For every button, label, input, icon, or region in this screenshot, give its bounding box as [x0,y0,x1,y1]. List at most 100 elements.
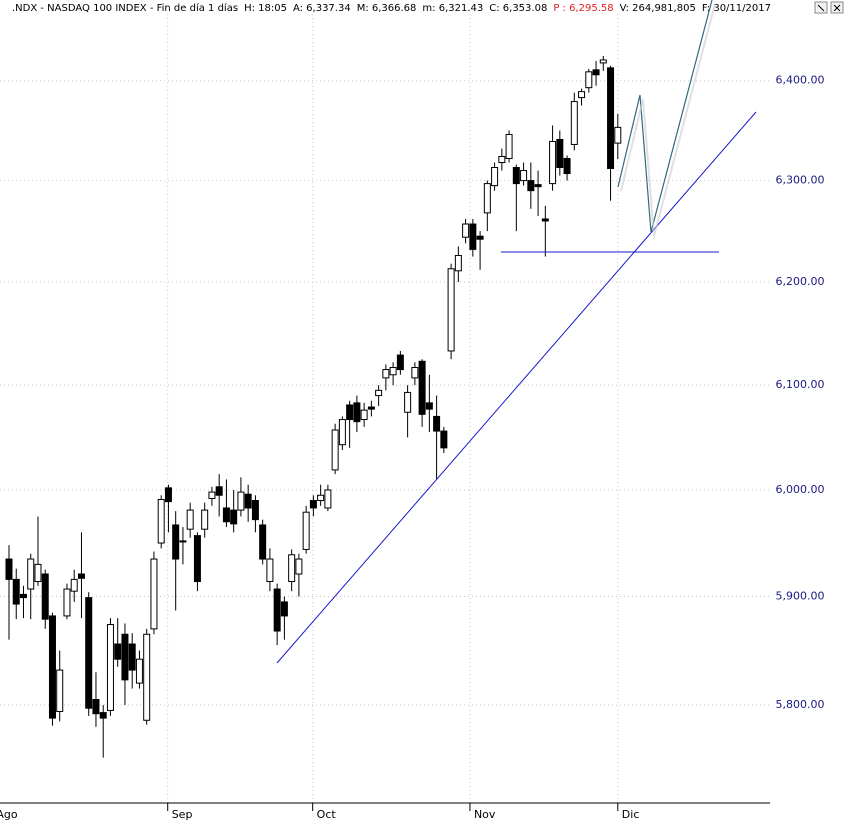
candle-body [41,573,49,620]
candle-body [570,101,578,145]
candle-body [462,223,470,238]
candle-body [27,558,35,590]
candle-body [237,491,245,511]
y-tick-label: 5,900.00 [776,590,825,603]
candle-body [186,509,194,530]
candle-body [244,493,252,509]
candle-body [433,415,441,432]
candle-body [56,669,64,713]
candle-body [534,184,542,188]
arrow-shadow [620,3,716,237]
header-item: H: 18:05 [244,3,287,14]
header-item: .NDX - NASDAQ 100 INDEX - Fin de día 1 d… [12,2,238,14]
x-tick-label: Dic [622,808,640,821]
candle-body [85,597,93,709]
y-tick-label: 6,000.00 [776,483,825,496]
candle-body [121,633,129,681]
candle-body [447,268,455,352]
candle-body [563,157,571,175]
y-tick-label: 5,800.00 [776,698,825,711]
candle-body [353,402,361,423]
candle-body [396,354,404,371]
candle-body [411,367,419,379]
candle-body [302,511,310,550]
candle-body [280,601,288,617]
drawings [276,0,757,664]
candle-body [251,500,259,521]
candle-body [34,563,42,583]
candle-body [360,409,368,421]
candle-body [99,712,107,719]
candle-body [288,554,296,583]
candle-body [512,167,520,185]
header-item: P : 6,295.58 [553,3,613,14]
candle-body [483,183,491,214]
icon [817,4,825,12]
header-item: M: 6,366.68 [357,3,417,14]
projection-arrow [617,0,713,233]
icon [833,4,841,12]
candle-body [454,255,462,272]
candle-body [491,167,499,187]
candle-body [208,491,216,499]
candles [5,56,622,758]
y-tick-label: 6,200.00 [776,275,825,288]
candle-body [527,180,535,192]
candle-body [375,389,383,397]
candle-body [469,223,477,250]
candle-body [215,486,223,496]
candle-body [556,138,564,169]
candle-body [92,698,100,715]
x-tick-label: Oct [317,808,337,821]
candle-body [382,369,390,379]
candle-body [201,509,209,530]
candle-body [157,498,165,544]
candle-body [128,643,136,671]
x-tick-label: Sep [172,808,193,821]
candle-body [520,170,528,182]
y-tick-label: 6,100.00 [776,378,825,391]
candle-body [404,391,412,413]
candle-body [193,535,201,583]
candle-body [143,633,151,721]
candle-body [607,67,615,170]
candle-body [77,573,85,579]
candle-body [599,59,607,64]
candle-body [295,558,303,575]
candle-body [70,578,78,592]
candle-body [331,429,339,471]
y-tick-label: 6,400.00 [776,74,825,87]
candle-body [324,489,332,509]
candle-body [498,155,506,163]
candle-body [63,588,71,617]
header-item: m: 6,321.43 [422,3,483,14]
candle-body [5,558,13,580]
candle-body [222,507,230,523]
grid [0,14,770,803]
candle-body [48,615,56,719]
candle-body [266,558,274,583]
candle-body [273,588,281,632]
candle-body [418,360,426,415]
candle-body [614,126,622,144]
candle-body [592,69,600,76]
trend-line [276,111,757,664]
y-tick-label: 6,300.00 [776,174,825,187]
header-item: C: 6,353.08 [489,3,547,14]
candle-body [179,540,187,543]
header-item: F: 30/11/2017 [702,3,771,14]
candle-body [425,402,433,410]
candle-body [114,643,122,660]
candle-body [541,218,549,222]
candle-body [259,524,267,560]
x-tick-label: Nov [474,808,496,821]
candle-body [19,593,27,599]
candle-body [317,494,325,502]
candle-body [106,624,114,711]
candle-body [549,140,557,185]
candle-body [389,367,397,376]
candle-body [164,487,172,503]
axes: 5,800.00 5,900.00 6,000.00 6,100.00 6,200.00… [0,74,824,821]
